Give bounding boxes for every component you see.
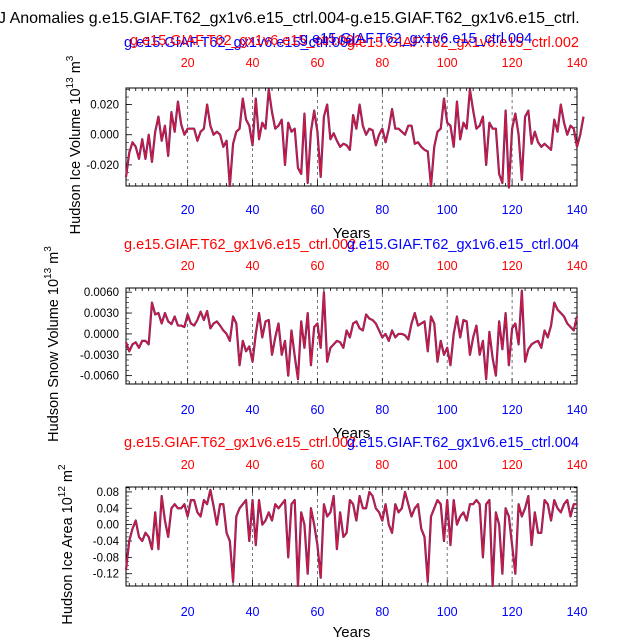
y-tick-label: -0.0030 bbox=[80, 350, 119, 362]
bottom-x-tick-label: 120 bbox=[502, 203, 523, 217]
y-tick-label: 0.020 bbox=[90, 100, 119, 112]
top-run-label-left: g.e15.GIAF.T62_gx1v6.e15_ctrl.004 bbox=[124, 35, 356, 51]
overlap-label-right: g.e15.GIAF.T62_gx1v6.e15_ctrl.004 bbox=[300, 31, 532, 47]
bottom-x-tick-label: 40 bbox=[246, 203, 260, 217]
top-x-tick-label: 60 bbox=[310, 56, 324, 70]
chart-panel-2: g.e15.GIAF.T62_gx1v6.e15_ctrl.002g.e15.G… bbox=[43, 237, 587, 442]
y-tick-label: -0.12 bbox=[93, 569, 119, 581]
top-x-tick-label: 140 bbox=[567, 56, 588, 70]
y-tick-label: -0.04 bbox=[93, 536, 120, 548]
top-x-tick-label: 80 bbox=[375, 458, 389, 472]
top-run-label-right: g.e15.GIAF.T62_gx1v6.e15_ctrl.004 bbox=[347, 435, 579, 451]
y-axis-label: Hudson Snow Volume 1013 m3 bbox=[43, 246, 62, 442]
top-x-tick-label: 120 bbox=[502, 458, 523, 472]
series-line-snow-volume-anomaly bbox=[125, 289, 578, 380]
x-axis-label: Years bbox=[333, 425, 371, 442]
y-tick-label: 0.000 bbox=[90, 130, 119, 142]
x-axis-label: Years bbox=[333, 225, 371, 242]
top-x-tick-label: 60 bbox=[310, 458, 324, 472]
bottom-x-tick-label: 100 bbox=[437, 403, 458, 417]
top-x-tick-label: 140 bbox=[567, 259, 588, 273]
series-line-ice-volume-anomaly bbox=[125, 88, 585, 189]
top-run-label-right: g.e15.GIAF.T62_gx1v6.e15_ctrl.002 bbox=[347, 35, 579, 51]
top-run-label-left: g.e15.GIAF.T62_gx1v6.e15_ctrl.002 bbox=[124, 237, 356, 253]
plot-frame bbox=[125, 287, 578, 385]
top-run-label-right: g.e15.GIAF.T62_gx1v6.e15_ctrl.004 bbox=[347, 237, 579, 253]
y-tick-label: 0.0000 bbox=[84, 329, 119, 341]
top-x-tick-label: 20 bbox=[181, 56, 195, 70]
y-tick-label: 0.0060 bbox=[84, 287, 119, 299]
top-x-tick-label: 80 bbox=[375, 56, 389, 70]
top-x-tick-label: 40 bbox=[246, 458, 260, 472]
top-x-tick-label: 120 bbox=[502, 56, 523, 70]
bottom-x-tick-label: 60 bbox=[310, 605, 324, 619]
top-x-tick-label: 20 bbox=[181, 458, 195, 472]
series-line-ice-area-anomaly bbox=[125, 489, 577, 587]
bottom-x-tick-label: 40 bbox=[246, 403, 260, 417]
bottom-x-tick-label: 80 bbox=[375, 403, 389, 417]
bottom-x-tick-label: 120 bbox=[502, 605, 523, 619]
top-x-tick-label: 100 bbox=[437, 458, 458, 472]
y-tick-label: -0.08 bbox=[93, 552, 119, 564]
bottom-x-tick-label: 100 bbox=[437, 605, 458, 619]
bottom-x-tick-label: 20 bbox=[181, 605, 195, 619]
plot-frame bbox=[125, 486, 578, 587]
plot-frame bbox=[125, 87, 578, 187]
top-x-tick-label: 100 bbox=[437, 259, 458, 273]
overlap-label-left: g.e15.GIAF.T62_gx1v6.e15_ctrl.002 bbox=[130, 33, 362, 49]
bottom-x-tick-label: 120 bbox=[502, 403, 523, 417]
x-axis-label: Years bbox=[333, 624, 371, 638]
bottom-x-tick-label: 100 bbox=[437, 203, 458, 217]
y-axis-label: Hudson Ice Area 1012 m2 bbox=[57, 464, 76, 625]
bottom-x-tick-label: 20 bbox=[181, 203, 195, 217]
panels: g.e15.GIAF.T62_gx1v6.e15_ctrl.004g.e15.G… bbox=[43, 31, 587, 638]
bottom-x-tick-label: 80 bbox=[375, 203, 389, 217]
top-x-tick-label: 80 bbox=[375, 259, 389, 273]
top-x-tick-label: 100 bbox=[437, 56, 458, 70]
bottom-x-tick-label: 140 bbox=[567, 403, 588, 417]
y-tick-label: 0.0030 bbox=[84, 308, 119, 320]
bottom-x-tick-label: 60 bbox=[310, 403, 324, 417]
top-x-tick-label: 20 bbox=[181, 259, 195, 273]
y-axis-label: Hudson Ice Volume 1013 m3 bbox=[65, 55, 84, 234]
chart-panel-3: g.e15.GIAF.T62_gx1v6.e15_ctrl.002g.e15.G… bbox=[57, 435, 587, 638]
figure-main-title: J Anomalies g.e15.GIAF.T62_gx1v6.e15_ctr… bbox=[0, 10, 580, 27]
top-x-tick-label: 40 bbox=[246, 56, 260, 70]
y-tick-label: 0.00 bbox=[97, 520, 119, 532]
y-tick-label: 0.04 bbox=[97, 503, 120, 515]
top-x-tick-label: 40 bbox=[246, 259, 260, 273]
bottom-x-tick-label: 140 bbox=[567, 605, 588, 619]
bottom-x-tick-label: 80 bbox=[375, 605, 389, 619]
bottom-x-tick-label: 40 bbox=[246, 605, 260, 619]
y-tick-label: -0.0060 bbox=[80, 371, 119, 383]
chart-panel-1: g.e15.GIAF.T62_gx1v6.e15_ctrl.004g.e15.G… bbox=[65, 31, 587, 242]
top-x-tick-label: 140 bbox=[567, 458, 588, 472]
bottom-x-tick-label: 140 bbox=[567, 203, 588, 217]
y-tick-label: 0.08 bbox=[97, 487, 119, 499]
top-x-tick-label: 120 bbox=[502, 259, 523, 273]
y-tick-label: -0.020 bbox=[86, 160, 119, 172]
bottom-x-tick-label: 20 bbox=[181, 403, 195, 417]
bottom-x-tick-label: 60 bbox=[310, 203, 324, 217]
top-x-tick-label: 60 bbox=[310, 259, 324, 273]
top-run-label-left: g.e15.GIAF.T62_gx1v6.e15_ctrl.002 bbox=[124, 435, 356, 451]
